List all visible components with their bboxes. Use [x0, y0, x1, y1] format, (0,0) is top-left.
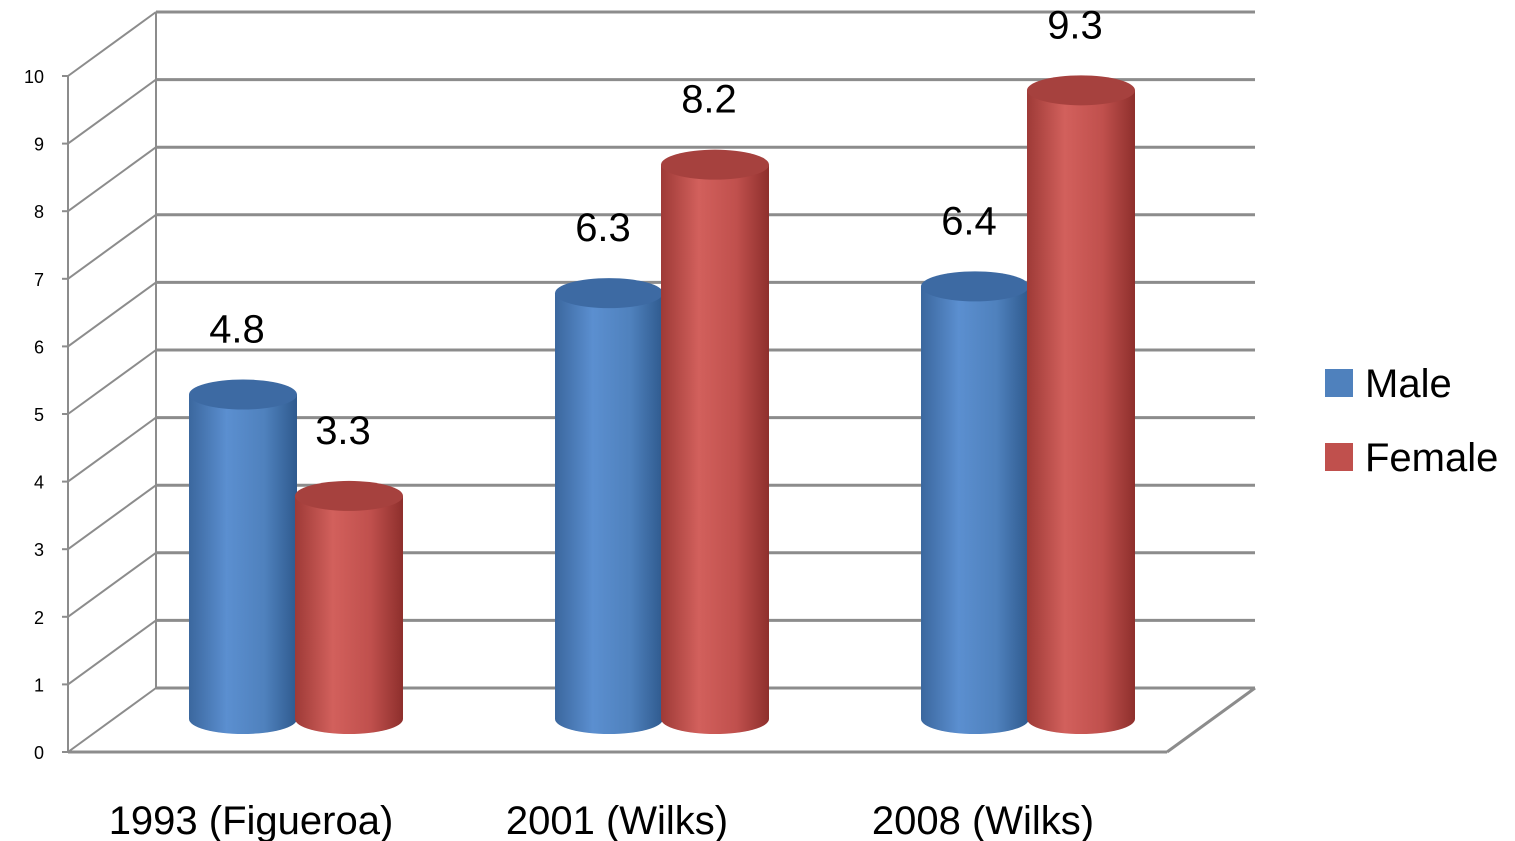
- bar-body: [921, 286, 1029, 734]
- y-tick-label: 6: [34, 337, 44, 357]
- legend-label: Female: [1365, 436, 1498, 480]
- bar-top: [661, 149, 769, 180]
- data-label: 6.4: [941, 199, 997, 243]
- bars-group: [189, 75, 1135, 734]
- labels-group: 4.8 3.3 1993 (Figueroa) 6.3 8.2 2001 (Wilks) 6…: [109, 3, 1103, 841]
- side-gridline: [67, 484, 157, 551]
- legend-swatch: [1325, 369, 1353, 397]
- bar-female-0: [295, 480, 403, 734]
- bar-body: [661, 164, 769, 734]
- legend-label: Male: [1365, 362, 1452, 406]
- bar-top: [1027, 75, 1135, 106]
- side-gridline: [67, 281, 157, 348]
- y-tick-label: 5: [34, 405, 44, 425]
- side-gridline: [67, 213, 157, 280]
- x-category-label: 2008 (Wilks): [872, 799, 1094, 841]
- bar-top: [295, 480, 403, 511]
- x-category-label: 2001 (Wilks): [506, 799, 728, 841]
- floor-edge: [1166, 686, 1256, 754]
- data-label: 3.3: [315, 409, 371, 453]
- side-gridline: [67, 687, 157, 753]
- bar-top: [189, 379, 297, 410]
- data-label: 8.2: [681, 78, 737, 122]
- bar-body: [295, 495, 403, 734]
- bar-female-1: [661, 149, 769, 734]
- bar-male-2: [921, 271, 1029, 734]
- y-tick-label: 9: [34, 135, 44, 155]
- legend-swatch: [1325, 443, 1353, 471]
- y-tick-label: 2: [34, 608, 44, 628]
- bar-top: [555, 278, 663, 309]
- side-gridline: [67, 416, 157, 483]
- bar-male-1: [555, 278, 663, 734]
- side-gridline: [67, 349, 157, 415]
- y-tick-label: 1: [34, 675, 44, 695]
- side-gridline: [67, 551, 157, 618]
- legend: Male Female: [1325, 362, 1498, 480]
- y-tick-label: 3: [34, 540, 44, 560]
- bar-body: [189, 394, 297, 734]
- y-tick-label: 7: [34, 270, 44, 290]
- bar-body: [555, 293, 663, 734]
- bar-female-2: [1027, 75, 1135, 734]
- bar-body: [1027, 90, 1135, 734]
- data-label: 9.3: [1047, 3, 1103, 47]
- bar-male-0: [189, 379, 297, 734]
- data-label: 4.8: [209, 308, 265, 352]
- y-tick-label: 10: [24, 67, 44, 87]
- side-gridline: [67, 619, 157, 686]
- x-category-label: 1993 (Figueroa): [109, 799, 394, 841]
- side-gridline: [67, 11, 157, 77]
- y-tick-label: 0: [34, 743, 44, 763]
- side-gridline: [67, 78, 157, 145]
- data-label: 6.3: [575, 206, 631, 250]
- y-tick-label: 8: [34, 202, 44, 222]
- side-gridline: [67, 146, 157, 213]
- y-tick-label: 4: [34, 473, 44, 493]
- bar-top: [921, 271, 1029, 302]
